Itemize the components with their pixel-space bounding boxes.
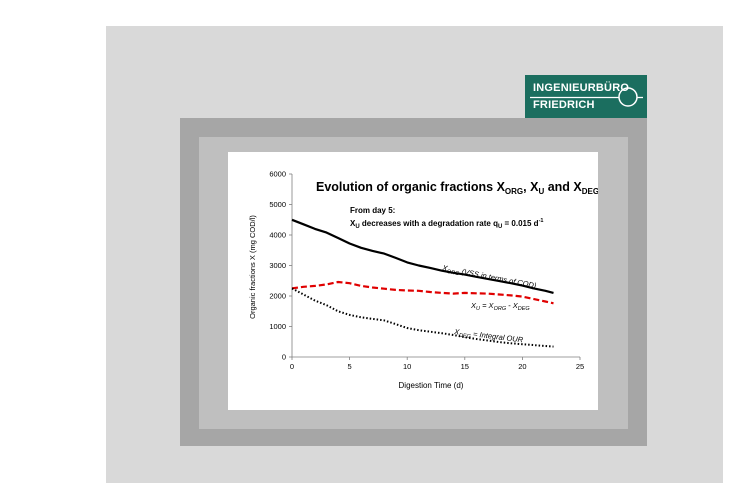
chart-axes (289, 173, 581, 360)
tick-labels: 0 1000 2000 3000 4000 5000 6000 0 5 10 15 20 25 (269, 170, 584, 372)
series-label-xu: XU = XORG - XDEG (470, 301, 530, 312)
y-tick-label: 6000 (269, 170, 286, 179)
x-tick-label: 10 (403, 362, 411, 371)
x-tick-label: 20 (518, 362, 526, 371)
y-tick-label: 5000 (269, 200, 286, 209)
y-axis-label: Organic fractions X (mg COD/l) (248, 215, 257, 319)
y-tick-label: 2000 (269, 292, 286, 301)
annotation-line1: From day 5: (350, 206, 395, 215)
y-tick-label: 4000 (269, 231, 286, 240)
chart-title: Evolution of organic fractions XORG, XU … (316, 180, 598, 196)
series-lines (291, 218, 554, 348)
series-line-xorg (291, 218, 554, 294)
series-line-xdeg (291, 287, 554, 348)
x-axis-label: Digestion Time (d) (399, 381, 464, 390)
x-tick-label: 25 (576, 362, 584, 371)
logo-circle-mark (530, 87, 643, 107)
logo-text-line2: FRIEDRICH (533, 99, 595, 111)
company-logo: INGENIEURBÜRO FRIEDRICH (525, 75, 647, 118)
y-tick-label: 3000 (269, 261, 286, 270)
chart-card: 0 1000 2000 3000 4000 5000 6000 0 5 10 15 20 25 Evol… (228, 152, 599, 410)
annotation-line2: XU decreases with a degradation rate qU … (350, 218, 543, 230)
y-tick-label: 1000 (269, 322, 286, 331)
x-tick-label: 5 (348, 362, 352, 371)
logo-text-line1: INGENIEURBÜRO (533, 82, 630, 94)
y-tick-label: 0 (282, 353, 286, 362)
x-tick-label: 0 (290, 362, 294, 371)
line-chart: 0 1000 2000 3000 4000 5000 6000 0 5 10 15 20 25 Evol… (248, 170, 599, 391)
series-label-xorg: XORG (VSS in terms of COD) (440, 263, 537, 292)
series-label-xdeg: XDEG = Integral OUR (453, 327, 525, 347)
x-tick-label: 15 (461, 362, 469, 371)
